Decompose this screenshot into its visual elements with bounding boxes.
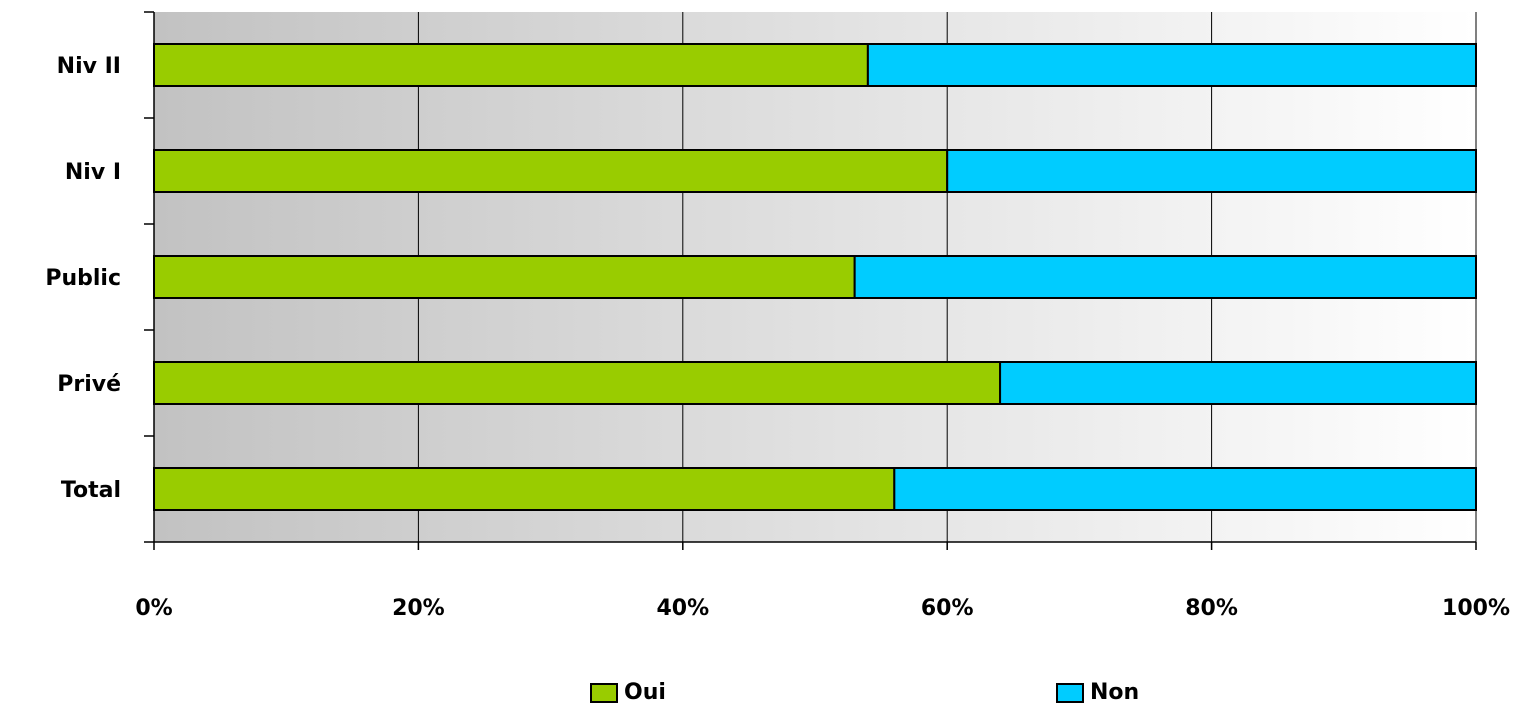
legend-swatch-oui (590, 682, 618, 703)
legend-swatch-non (1056, 682, 1084, 703)
x-tick-label: 60% (921, 596, 974, 621)
y-category-label: Niv II (57, 54, 121, 79)
bars (153, 43, 1478, 511)
x-tick-label: 80% (1185, 596, 1238, 621)
legend-label-oui: Oui (624, 680, 666, 705)
y-category-label: Total (61, 478, 121, 503)
x-tick-label: 0% (135, 596, 172, 621)
legend: Oui Non (0, 680, 1529, 710)
bar-non-0 (866, 43, 1477, 87)
bar-non-4 (893, 467, 1477, 511)
bar-non-1 (946, 149, 1477, 193)
bar-oui-1 (153, 149, 949, 193)
x-tick-label: 20% (392, 596, 445, 621)
bar-non-2 (853, 255, 1477, 299)
y-category-label: Privé (57, 372, 121, 397)
y-category-label: Niv I (65, 160, 121, 185)
bar-oui-4 (153, 467, 896, 511)
legend-item-oui: Oui (590, 680, 666, 705)
bar-oui-2 (153, 255, 856, 299)
bar-oui-0 (153, 43, 869, 87)
legend-label-non: Non (1090, 680, 1140, 705)
bar-oui-3 (153, 361, 1002, 405)
bar-non-3 (999, 361, 1478, 405)
y-axis-labels: Niv II Niv I Public Privé Total (45, 54, 121, 503)
y-category-label: Public (45, 266, 121, 291)
axes (144, 11, 1477, 550)
x-axis-labels: 0% 20% 40% 60% 80% 100% (135, 596, 1510, 621)
legend-item-non: Non (1056, 680, 1139, 705)
x-tick-label: 40% (656, 596, 709, 621)
x-tick-label: 100% (1442, 596, 1510, 621)
